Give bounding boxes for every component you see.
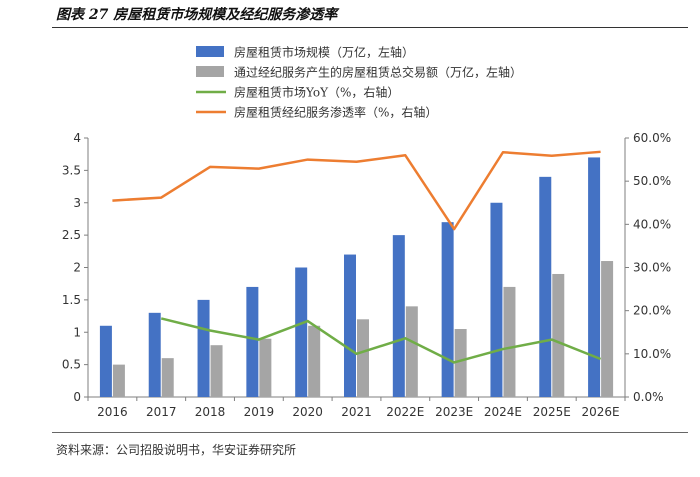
legend-label-0: 房屋租赁市场规模（万亿，左轴） — [234, 45, 414, 60]
y-right-tick-label: 20.0% — [633, 304, 671, 318]
y-left-tick-label: 4 — [73, 131, 81, 145]
y-left-tick-label: 2.5 — [62, 228, 81, 242]
x-tick-label: 2022E — [386, 405, 424, 419]
bar-0-2021 — [344, 254, 356, 397]
bar-1-2022E — [405, 306, 418, 397]
y-left-tick-label: 0.5 — [62, 358, 81, 372]
x-tick-label: 2017 — [146, 405, 177, 419]
bar-0-2019 — [246, 286, 259, 397]
bar-1-2017 — [161, 358, 174, 397]
bar-1-2026E — [601, 261, 614, 397]
bar-1-2018 — [210, 345, 223, 397]
y-left-tick-label: 1 — [73, 325, 81, 339]
x-tick-label: 2020 — [292, 405, 323, 419]
bar-0-2026E — [588, 157, 601, 397]
y-right-tick-label: 10.0% — [633, 347, 671, 361]
title-rule — [52, 27, 688, 28]
line-series-1 — [112, 150, 601, 231]
bar-1-2025E — [552, 273, 565, 397]
bar-1-2019 — [259, 338, 272, 397]
bar-1-2023E — [454, 329, 467, 397]
chart-axes — [84, 137, 629, 401]
legend-swatch-1 — [196, 66, 224, 77]
y-right-tick-label: 50.0% — [633, 174, 671, 188]
bar-0-2017 — [148, 312, 161, 397]
y-left-tick-label: 2 — [73, 261, 81, 275]
bar-1-2016 — [112, 364, 125, 397]
figure-title: 图表 27 房屋租赁市场规模及经纪服务渗透率 — [56, 4, 337, 24]
source-note: 资料来源：公司招股说明书，华安证券研究所 — [56, 443, 297, 457]
bar-0-2018 — [197, 299, 210, 397]
legend-label-3: 房屋租赁经纪服务渗透率（%，右轴） — [234, 105, 437, 120]
chart-legend: 房屋租赁市场规模（万亿，左轴） 通过经纪服务产生的房屋租赁总交易额（万亿，左轴） 房… — [196, 45, 522, 120]
x-tick-label: 2018 — [195, 405, 226, 419]
y-right-tick-label: 30.0% — [633, 261, 671, 275]
y-right-tick-label: 40.0% — [633, 217, 671, 231]
chart-lines — [112, 150, 602, 364]
x-tick-label: 2021 — [341, 405, 372, 419]
y-right-tick-label: 60.0% — [633, 131, 671, 145]
figure-title-text: 房屋租赁市场规模及经纪服务渗透率 — [113, 7, 338, 23]
y-left-tick-label: 1.5 — [62, 293, 81, 307]
x-tick-label: 2024E — [484, 405, 522, 419]
legend-label-2: 房屋租赁市场YoY（%，右轴） — [234, 85, 399, 100]
chart-tick-labels: 00.511.522.533.540.0%10.0%20.0%30.0%40.0… — [62, 131, 671, 419]
chart-bars — [99, 157, 614, 397]
bar-0-2016 — [99, 325, 112, 397]
bar-1-2020 — [308, 325, 321, 397]
x-tick-label: 2025E — [533, 405, 571, 419]
bar-1-2024E — [503, 286, 516, 397]
footer-rule — [52, 432, 688, 433]
figure-label: 图表 27 — [56, 7, 109, 23]
bar-0-2024E — [490, 202, 503, 397]
bar-0-2025E — [539, 176, 552, 397]
x-tick-label: 2019 — [244, 405, 275, 419]
y-left-tick-label: 3 — [73, 196, 81, 210]
bar-1-2021 — [357, 319, 369, 397]
bar-0-2022E — [392, 235, 405, 397]
y-right-tick-label: 0.0% — [633, 390, 664, 404]
legend-swatch-0 — [196, 46, 224, 57]
legend-label-1: 通过经纪服务产生的房屋租赁总交易额（万亿，左轴） — [234, 65, 522, 80]
x-tick-label: 2026E — [582, 405, 620, 419]
y-left-tick-label: 3.5 — [62, 163, 81, 177]
bar-0-2023E — [441, 222, 454, 397]
y-left-tick-label: 0 — [73, 390, 81, 404]
x-tick-label: 2016 — [97, 405, 128, 419]
x-tick-label: 2023E — [435, 405, 473, 419]
line-series-0 — [160, 317, 602, 364]
bar-0-2020 — [295, 267, 308, 397]
